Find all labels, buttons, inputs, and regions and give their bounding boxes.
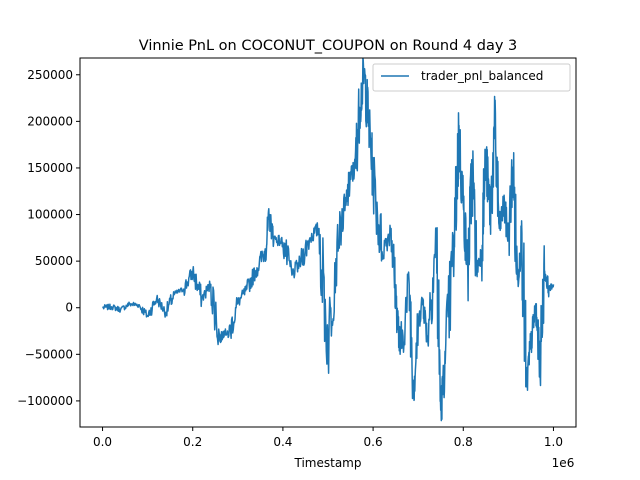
x-axis-label: Timestamp xyxy=(294,456,362,470)
y-tick-label: −100000 xyxy=(17,394,73,408)
x-tick-label: 1.0 xyxy=(544,435,563,449)
x-tick-label: 0.4 xyxy=(273,435,292,449)
y-tick-label: −50000 xyxy=(25,347,73,361)
x-axis-offset-label: 1e6 xyxy=(552,456,575,470)
x-tick-label: 0.6 xyxy=(364,435,383,449)
y-axis: −100000 −50000 0 50000 100000 150000 200000 250… xyxy=(17,68,80,408)
y-tick-label: 0 xyxy=(65,301,73,315)
legend-box xyxy=(372,63,571,92)
y-tick-label: 200000 xyxy=(27,114,73,128)
y-tick-label: 50000 xyxy=(35,254,73,268)
legend: trader_pnl_balanced xyxy=(372,63,571,92)
chart-title: Vinnie PnL on COCONUT_COUPON on Round 4 … xyxy=(139,38,518,54)
x-tick-label: 0.0 xyxy=(93,435,112,449)
plot-area xyxy=(101,57,555,422)
x-tick-label: 0.2 xyxy=(183,435,202,449)
series-line-trader_pnl_balanced xyxy=(101,57,555,422)
y-tick-label: 100000 xyxy=(27,208,73,222)
legend-label: trader_pnl_balanced xyxy=(421,69,543,83)
x-axis: 0.0 0.2 0.4 0.6 0.8 1.0 xyxy=(93,427,563,449)
y-tick-label: 250000 xyxy=(27,68,73,82)
y-tick-label: 150000 xyxy=(27,161,73,175)
x-tick-label: 0.8 xyxy=(454,435,473,449)
axes-frame xyxy=(79,57,577,428)
